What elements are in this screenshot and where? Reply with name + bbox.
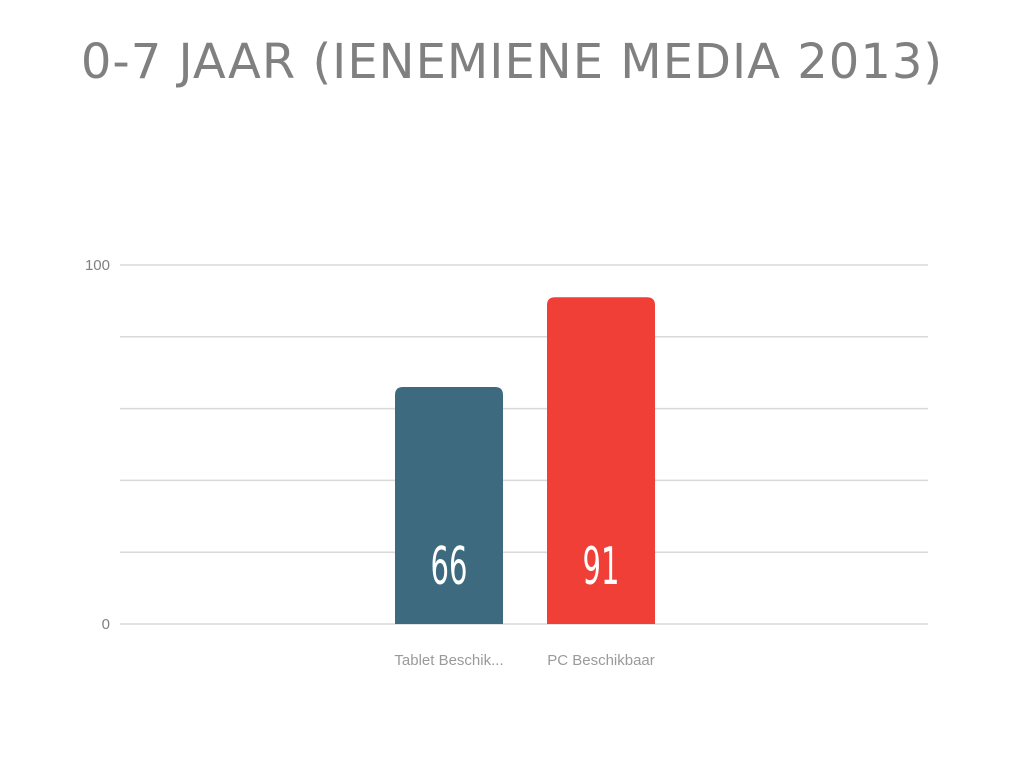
labels: 0 100 66 Tablet Beschik... 91 PC Beschikbaar xyxy=(85,257,655,669)
value-label-0: 66 xyxy=(431,537,468,597)
chart-title: 0-7 JAAR (IENEMIENE MEDIA 2013) xyxy=(80,34,944,90)
bars xyxy=(395,297,655,624)
bar-1 xyxy=(547,297,655,624)
gridlines xyxy=(120,264,928,625)
y-tick-label-0: 0 xyxy=(102,616,110,633)
y-tick-label-1: 100 xyxy=(85,257,110,274)
category-label-0: Tablet Beschik... xyxy=(394,652,503,669)
bar-0 xyxy=(395,387,503,624)
category-label-1: PC Beschikbaar xyxy=(547,652,655,669)
value-label-1: 91 xyxy=(583,537,620,597)
